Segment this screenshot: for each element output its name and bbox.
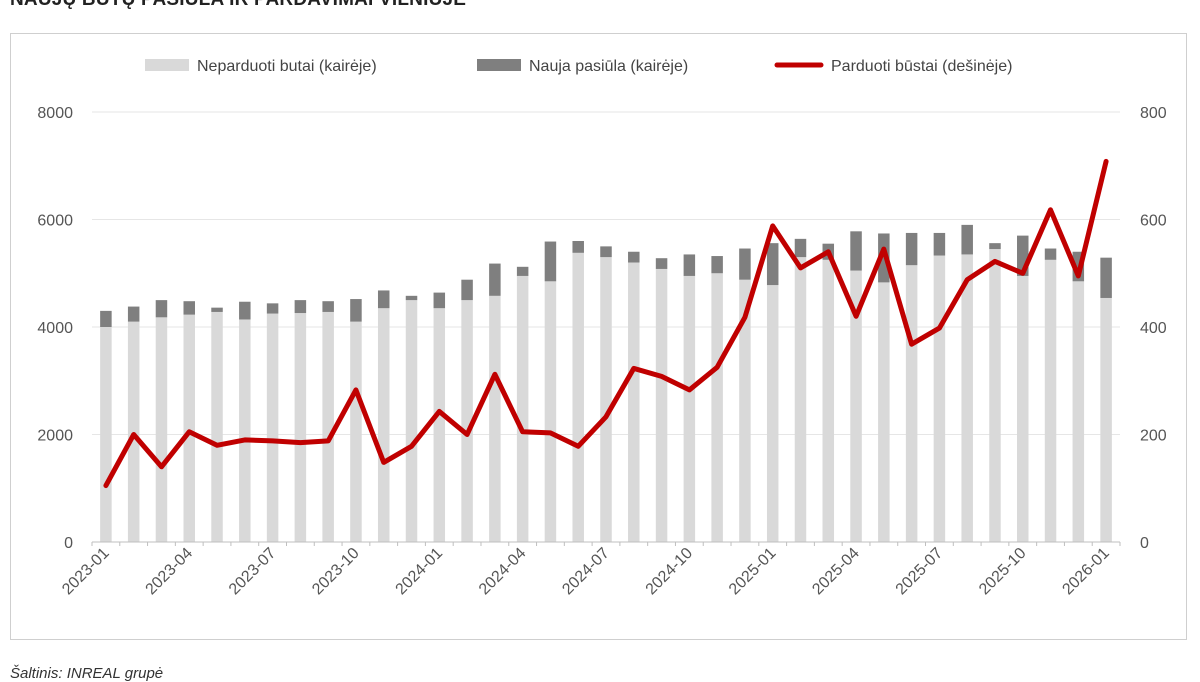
bar-new-supply (739, 249, 751, 280)
x-tick-label: 2024-07 (559, 545, 613, 599)
bar-unsold (823, 260, 835, 542)
bar-unsold (378, 308, 390, 542)
x-tick-label: 2025-07 (893, 545, 947, 599)
bar-unsold (406, 300, 418, 542)
bar-new-supply (795, 239, 807, 257)
bar-new-supply (461, 280, 473, 300)
bar-new-supply (489, 264, 501, 296)
bar-unsold (1045, 260, 1057, 542)
bar-unsold (906, 265, 918, 542)
x-tick-label: 2025-04 (809, 545, 863, 599)
x-tick-label: 2025-10 (976, 545, 1030, 599)
bar-new-supply (711, 256, 723, 273)
y-left-tick-label: 4000 (37, 320, 73, 337)
y-left-tick-label: 8000 (37, 105, 73, 122)
y-right-tick-label: 600 (1140, 213, 1167, 230)
bar-unsold (211, 312, 223, 542)
bar-new-supply (1045, 249, 1057, 260)
bar-unsold (239, 319, 251, 542)
bar-unsold (295, 313, 307, 542)
bar-unsold (322, 312, 334, 542)
bar-new-supply (572, 241, 584, 253)
bar-new-supply (545, 242, 557, 282)
bar-new-supply (906, 233, 918, 265)
bar-unsold (878, 282, 890, 542)
bar-unsold (795, 257, 807, 542)
bar-new-supply (961, 225, 973, 255)
bar-unsold (350, 322, 362, 542)
y-left-tick-label: 2000 (37, 428, 73, 445)
bar-new-supply (100, 311, 112, 327)
source-note: Šaltinis: INREAL grupė (10, 665, 163, 682)
bar-unsold (628, 263, 640, 543)
bar-unsold (517, 276, 529, 542)
bar-new-supply (600, 246, 612, 257)
bar-new-supply (239, 302, 251, 320)
bar-unsold (128, 322, 140, 542)
bar-new-supply (267, 303, 279, 313)
bar-unsold (656, 269, 668, 542)
bar-new-supply (850, 231, 862, 270)
bar-unsold (572, 253, 584, 542)
x-tick-label: 2025-01 (726, 545, 780, 599)
bar-unsold (489, 296, 501, 542)
x-tick-label: 2024-10 (643, 545, 697, 599)
bar-unsold (1073, 281, 1085, 542)
bar-new-supply (350, 299, 362, 322)
y-right-tick-label: 800 (1140, 105, 1167, 122)
y-left-tick-label: 6000 (37, 213, 73, 230)
bar-new-supply (406, 296, 418, 300)
y-right-tick-label: 200 (1140, 428, 1167, 445)
bar-unsold (100, 327, 112, 542)
bar-unsold (934, 256, 946, 542)
bar-unsold (961, 254, 973, 542)
bar-new-supply (517, 267, 529, 276)
bar-new-supply (628, 252, 640, 263)
x-tick-label: 2023-01 (59, 545, 113, 599)
y-right-tick-label: 0 (1140, 535, 1149, 552)
legend-label-new-supply: Nauja pasiūla (kairėje) (529, 58, 688, 75)
bar-new-supply (378, 290, 390, 308)
bar-new-supply (322, 301, 334, 312)
bar-unsold (600, 257, 612, 542)
bar-new-supply (211, 308, 223, 312)
bar-new-supply (684, 254, 696, 276)
bar-unsold (434, 308, 446, 542)
bar-new-supply (989, 243, 1001, 249)
legend-label-sold: Parduoti būstai (dešinėje) (831, 58, 1012, 75)
bar-unsold (1100, 298, 1112, 542)
legend-swatch-new-supply (477, 59, 521, 71)
x-tick-label: 2023-04 (143, 545, 197, 599)
bar-new-supply (1100, 258, 1112, 298)
bar-unsold (711, 273, 723, 542)
bar-new-supply (434, 293, 446, 309)
bar-unsold (545, 281, 557, 542)
bar-unsold (267, 314, 279, 542)
bar-new-supply (656, 258, 668, 269)
bar-new-supply (156, 300, 168, 317)
x-tick-label: 2023-10 (309, 545, 363, 599)
bar-new-supply (767, 243, 779, 285)
legend-label-unsold: Neparduoti butai (kairėje) (197, 58, 377, 75)
x-tick-label: 2023-07 (226, 545, 280, 599)
x-tick-label: 2026-01 (1059, 545, 1113, 599)
bar-unsold (1017, 276, 1029, 542)
bar-unsold (684, 276, 696, 542)
y-left-tick-label: 0 (64, 535, 73, 552)
bar-new-supply (128, 307, 140, 322)
y-right-tick-label: 400 (1140, 320, 1167, 337)
bar-new-supply (934, 233, 946, 256)
legend-swatch-unsold (145, 59, 189, 71)
bar-new-supply (183, 301, 195, 314)
bar-unsold (989, 249, 1001, 542)
bar-new-supply (295, 300, 307, 313)
bar-unsold (767, 285, 779, 542)
bar-unsold (156, 317, 168, 542)
x-tick-label: 2024-04 (476, 545, 530, 599)
bar-unsold (183, 315, 195, 542)
x-tick-label: 2024-01 (393, 545, 447, 599)
